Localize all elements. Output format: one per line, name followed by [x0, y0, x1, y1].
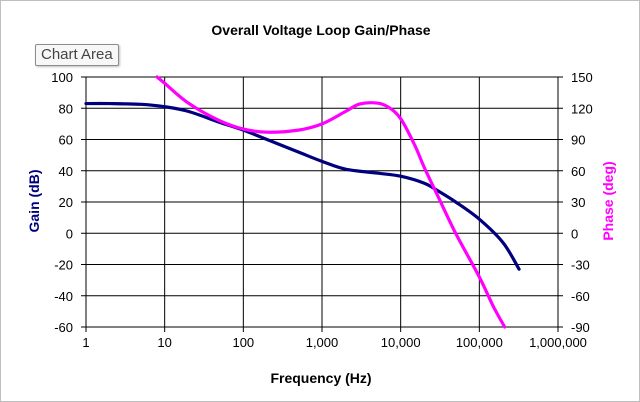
x-tick-label: 100,000: [456, 335, 503, 350]
x-tick-label: 10: [157, 335, 171, 350]
y-tick-label: -40: [54, 289, 73, 304]
phase-series-line[interactable]: [155, 75, 507, 329]
y-tick-label: -20: [54, 258, 73, 273]
y-tick-label: 60: [59, 133, 73, 148]
plot-area[interactable]: [85, 76, 559, 328]
series-lines: [84, 75, 521, 329]
y2-tick-label: 0: [571, 226, 578, 241]
y-tick-label: 100: [51, 70, 73, 85]
x-tick-label: 10,000: [381, 335, 421, 350]
chart-title: Overall Voltage Loop Gain/Phase: [211, 22, 430, 38]
x-tick-label: 1,000: [306, 335, 339, 350]
y2-tick-label: 120: [571, 101, 593, 116]
x-axis-label: Frequency (Hz): [270, 370, 371, 386]
y-tick-label: 20: [59, 195, 73, 210]
grid-lines: [81, 76, 563, 332]
x-tick-label: 100: [232, 335, 254, 350]
y2-tick-label: 150: [571, 70, 593, 85]
gain-series-line[interactable]: [84, 101, 521, 271]
y-tick-label: 80: [59, 101, 73, 116]
y2-tick-label: 90: [571, 133, 585, 148]
tick-labels: 1 10 100 1,000 10,000 100,000 1,000,000 100 150 8…: [51, 70, 592, 350]
y-tick-label: 40: [59, 164, 73, 179]
y2-tick-label: -30: [571, 258, 590, 273]
x-tick-label: 1: [82, 335, 89, 350]
y2-tick-label: 60: [571, 164, 585, 179]
y-axis-label: Gain (dB): [26, 170, 42, 233]
y-tick-label: 0: [66, 226, 73, 241]
x-tick-label: 1,000,000: [529, 335, 587, 350]
y2-tick-label: -60: [571, 289, 590, 304]
chart-area-tooltip: Chart Area: [35, 44, 119, 66]
y2-tick-label: -90: [571, 320, 590, 335]
y2-axis-label: Phase (deg): [600, 161, 616, 240]
y2-tick-label: 30: [571, 195, 585, 210]
y-tick-label: -60: [54, 320, 73, 335]
